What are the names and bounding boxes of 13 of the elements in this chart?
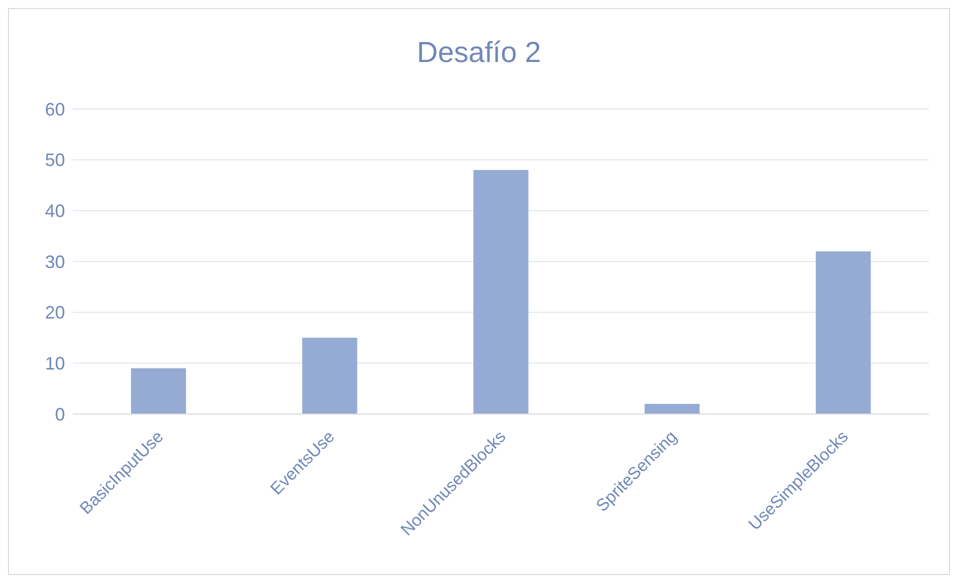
bar <box>302 338 358 414</box>
y-tick-label: 0 <box>54 404 65 424</box>
y-tick-label: 30 <box>44 252 65 272</box>
bar <box>816 251 871 414</box>
chart-title: Desafío 2 <box>416 37 542 70</box>
y-tick-label: 10 <box>44 354 65 374</box>
y-tick-label: 40 <box>44 201 65 222</box>
y-tick-label: 20 <box>44 302 65 323</box>
bar <box>473 170 528 414</box>
bar <box>644 404 700 414</box>
y-tick-label: 50 <box>44 150 65 170</box>
y-tick-label: 60 <box>44 99 65 120</box>
bar <box>131 368 186 414</box>
